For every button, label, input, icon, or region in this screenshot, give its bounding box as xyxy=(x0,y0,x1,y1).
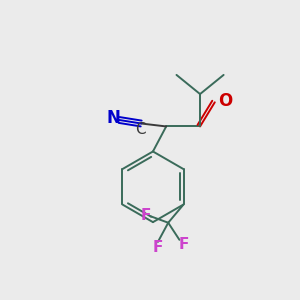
Text: O: O xyxy=(218,92,233,110)
Text: N: N xyxy=(107,109,121,127)
Text: F: F xyxy=(179,237,189,252)
Text: F: F xyxy=(152,240,163,255)
Text: F: F xyxy=(141,208,151,223)
Text: C: C xyxy=(135,122,146,137)
